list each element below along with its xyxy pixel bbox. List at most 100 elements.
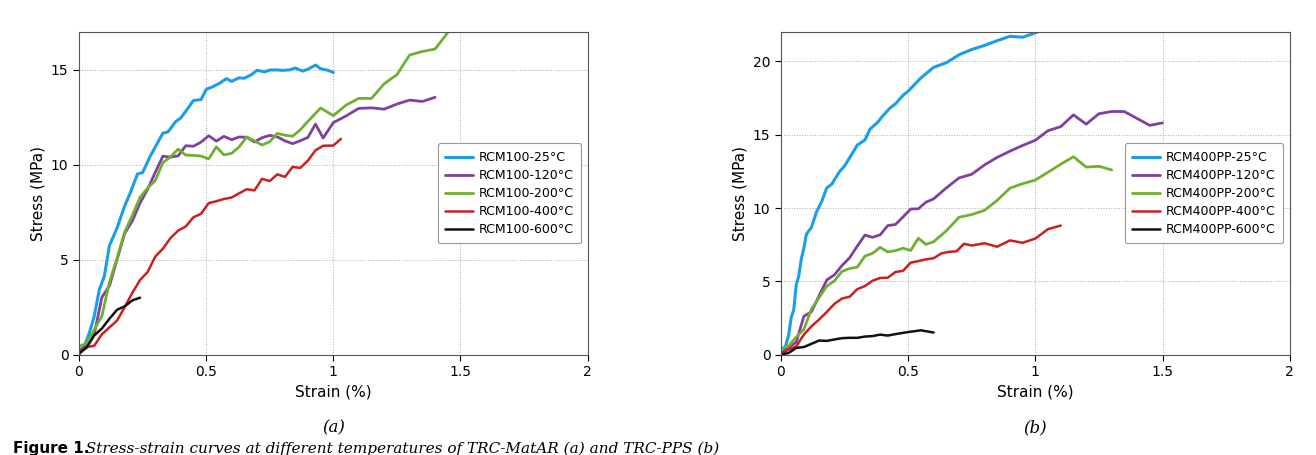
RCM400PP-200°C (1001, 186, 1017, 191)
RCM100-200°C (440, 30, 455, 35)
RCM400PP-25°C (788, 282, 804, 288)
Legend: RCM400PP-25°C, RCM400PP-120°C, RCM400PP-200°C, RCM400PP-400°C, RCM400PP-600°C: RCM400PP-25°C, RCM400PP-120°C, RCM400PP-… (1125, 143, 1283, 243)
Line: RCM400PP-600°C: RCM400PP-600°C (780, 330, 933, 354)
RCM100-400°C (278, 174, 293, 180)
Line: RCM400PP-400°C: RCM400PP-400°C (780, 226, 1061, 354)
RCM100-120°C (376, 106, 392, 112)
RCM100-25°C (180, 105, 196, 111)
RCM100-120°C (71, 352, 87, 358)
RCM100-200°C (139, 185, 155, 191)
RCM100-25°C (249, 67, 265, 73)
RCM400PP-25°C (857, 137, 873, 143)
RCM400PP-200°C (819, 283, 834, 289)
RCM400PP-120°C (849, 243, 865, 249)
RCM400PP-25°C (1028, 30, 1044, 35)
RCM100-200°C (270, 131, 286, 136)
RCM100-200°C (232, 144, 247, 150)
RCM400PP-120°C (772, 352, 788, 358)
RCM100-200°C (193, 153, 209, 159)
RCM400PP-200°C (951, 215, 967, 220)
RCM400PP-200°C (963, 212, 979, 217)
RCM100-25°C (134, 170, 150, 175)
RCM400PP-400°C (957, 241, 973, 247)
RCM400PP-200°C (811, 295, 826, 300)
RCM400PP-600°C (857, 334, 873, 339)
RCM100-200°C (178, 152, 193, 158)
RCM100-25°C (224, 79, 240, 84)
RCM100-25°C (142, 153, 158, 159)
RCM100-400°C (208, 198, 224, 204)
RCM400PP-25°C (976, 43, 992, 48)
RCM100-400°C (93, 332, 109, 337)
RCM100-120°C (401, 97, 417, 103)
RCM400PP-600°C (913, 328, 929, 333)
RCM100-400°C (71, 348, 87, 354)
RCM400PP-400°C (849, 287, 865, 292)
RCM100-200°C (186, 153, 201, 158)
RCM100-400°C (125, 290, 141, 295)
RCM100-200°C (208, 144, 224, 150)
RCM100-600°C (132, 295, 147, 300)
RCM400PP-25°C (900, 88, 916, 94)
RCM100-120°C (147, 170, 163, 175)
RCM400PP-400°C (933, 251, 949, 256)
RCM400PP-400°C (949, 248, 965, 254)
RCM400PP-25°C (895, 92, 911, 98)
RCM400PP-600°C (880, 333, 896, 339)
RCM100-25°C (199, 86, 215, 92)
RCM100-200°C (262, 139, 278, 144)
RCM100-25°C (109, 225, 125, 231)
RCM400PP-120°C (1053, 124, 1069, 129)
RCM400PP-120°C (865, 235, 880, 240)
RCM400PP-400°C (1015, 240, 1030, 246)
RCM100-200°C (278, 132, 293, 138)
RCM400PP-25°C (819, 185, 834, 191)
RCM400PP-400°C (895, 268, 911, 273)
RCM100-25°C (262, 67, 278, 73)
RCM400PP-120°C (1091, 111, 1107, 116)
RCM400PP-120°C (976, 162, 992, 168)
RCM100-400°C (155, 246, 171, 252)
RCM400PP-200°C (938, 228, 954, 233)
RCM100-25°C (270, 67, 286, 73)
RCM400PP-120°C (1001, 148, 1017, 154)
RCM100-120°C (270, 134, 286, 140)
RCM100-120°C (109, 257, 125, 262)
RCM400PP-200°C (1066, 154, 1082, 160)
RCM100-120°C (79, 341, 95, 346)
RCM400PP-25°C (796, 246, 812, 251)
RCM100-200°C (240, 134, 255, 140)
RCM400PP-120°C (895, 214, 911, 220)
RCM400PP-25°C (794, 256, 809, 262)
RCM100-200°C (155, 160, 171, 165)
RCM400PP-120°C (1066, 112, 1082, 117)
RCM100-200°C (109, 255, 125, 261)
RCM100-25°C (232, 75, 247, 81)
RCM100-400°C (246, 188, 262, 193)
Y-axis label: Stress (MPa): Stress (MPa) (733, 146, 747, 241)
RCM100-120°C (246, 139, 262, 145)
RCM400PP-120°C (1154, 120, 1170, 126)
RCM100-25°C (172, 115, 188, 121)
RCM100-120°C (193, 139, 209, 145)
RCM100-25°C (122, 192, 138, 197)
RCM400PP-120°C (880, 223, 896, 228)
RCM400PP-400°C (811, 317, 826, 322)
RCM400PP-600°C (849, 335, 865, 341)
RCM400PP-120°C (819, 277, 834, 283)
RCM100-400°C (170, 228, 186, 233)
RCM100-120°C (278, 138, 293, 144)
RCM100-200°C (163, 154, 179, 160)
RCM100-200°C (428, 46, 443, 52)
RCM400PP-25°C (963, 47, 979, 52)
RCM100-120°C (101, 283, 117, 288)
RCM400PP-400°C (804, 324, 820, 329)
RCM100-200°C (71, 344, 87, 349)
RCM100-120°C (155, 153, 171, 159)
RCM400PP-25°C (1053, 25, 1069, 30)
RCM100-120°C (390, 101, 405, 107)
RCM400PP-25°C (783, 315, 799, 320)
Y-axis label: Stress (MPa): Stress (MPa) (30, 146, 45, 241)
RCM400PP-120°C (903, 206, 919, 212)
RCM100-600°C (93, 326, 109, 331)
